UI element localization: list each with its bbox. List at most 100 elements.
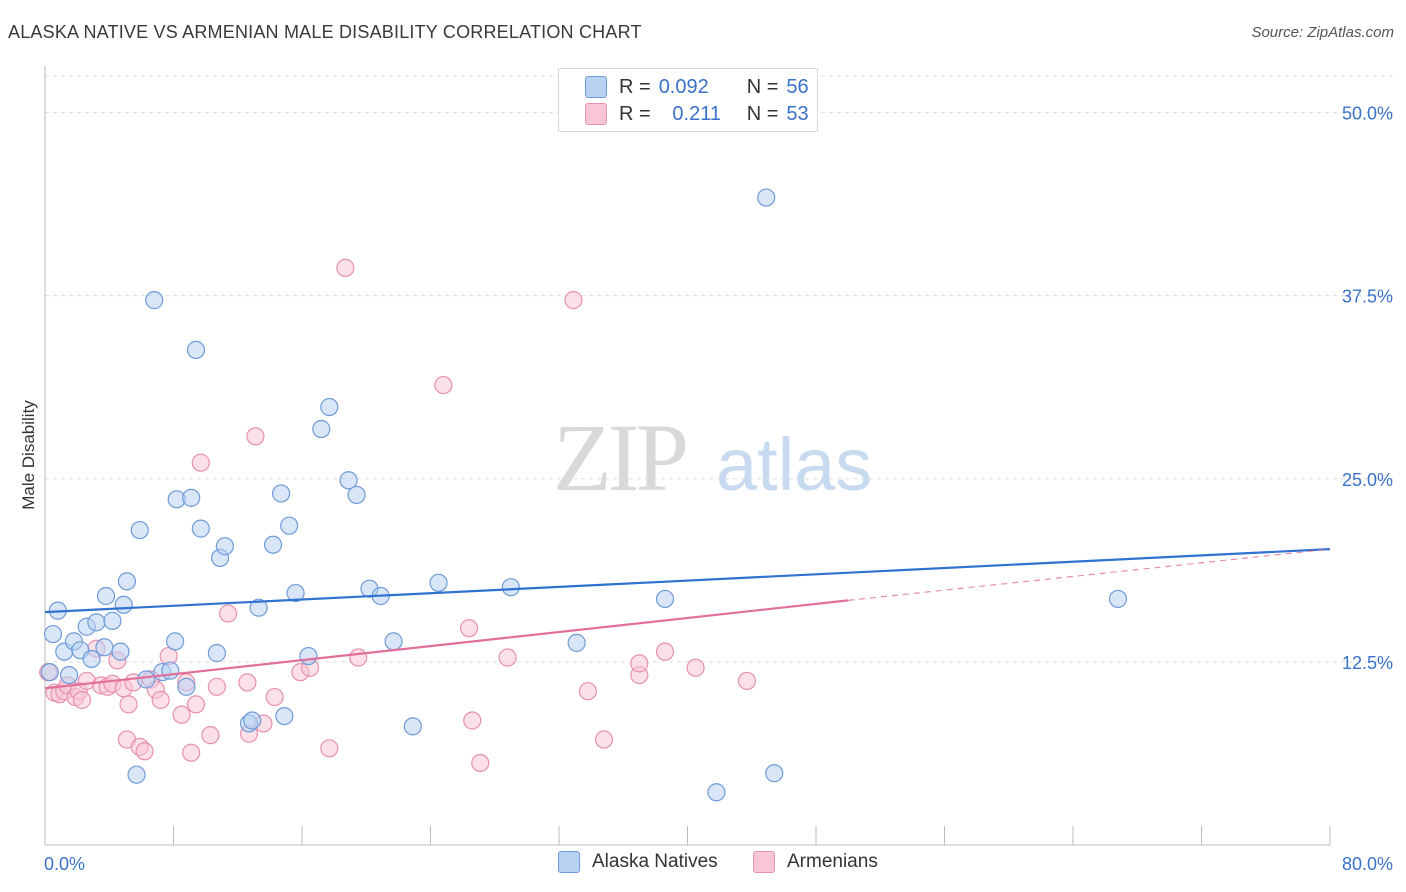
- alaska-point: [87, 613, 106, 632]
- armenian-point: [119, 695, 138, 714]
- alaska-point: [567, 633, 586, 652]
- legend-label: Alaska Natives: [592, 851, 718, 872]
- armenian-trend-line: [44, 599, 849, 690]
- chart-title: ALASKA NATIVE VS ARMENIAN MALE DISABILIT…: [8, 22, 642, 42]
- alaska-point: [320, 397, 339, 417]
- alaska-point: [117, 572, 137, 591]
- alaska-point: [191, 519, 210, 538]
- alaska-point: [312, 419, 331, 439]
- armenian-point: [434, 375, 453, 395]
- alaska-point: [429, 573, 448, 592]
- trend-lines: [44, 548, 1331, 690]
- alaska-point: [161, 661, 180, 680]
- axis-labels: 12.5% 25.0% 37.5% 50.0% 0.0% 80.0% Male Disabi…: [19, 104, 1393, 874]
- y-axis-title: Male Disability: [19, 400, 38, 510]
- grid-lines: [45, 75, 1394, 663]
- armenian-point: [182, 743, 201, 762]
- alaska-point: [384, 632, 403, 651]
- armenian-point: [201, 726, 220, 745]
- alaska-point: [707, 783, 726, 802]
- alaska-point: [114, 595, 133, 614]
- armenian-point: [578, 682, 598, 701]
- armenian-point: [655, 642, 675, 661]
- armenian-point: [471, 753, 490, 773]
- r-label: R =: [619, 102, 651, 125]
- watermark-zip: ZIP: [553, 404, 686, 511]
- armenian-point: [172, 705, 191, 724]
- alaska-point: [765, 764, 784, 783]
- alaska-swatch: [558, 851, 580, 873]
- armenian-point: [336, 258, 355, 277]
- y-tick-label: 37.5%: [1342, 287, 1393, 307]
- alaska-trend-line: [44, 548, 1331, 614]
- alaska-point: [137, 670, 156, 689]
- alaska-point: [96, 586, 116, 606]
- armenian-point: [219, 604, 238, 623]
- y-tick-label: 12.5%: [1342, 653, 1393, 673]
- alaska-point: [59, 665, 79, 685]
- n-label: N =: [746, 102, 779, 125]
- armenian-point: [265, 687, 284, 707]
- alaska-point: [403, 717, 422, 736]
- armenian-point: [737, 671, 757, 691]
- alaska-point: [43, 624, 63, 644]
- armenian-point: [630, 654, 649, 673]
- alaska-point: [82, 649, 101, 669]
- legend-item-alaska-natives[interactable]: Alaska Natives: [558, 851, 718, 873]
- armenian-point: [463, 711, 482, 730]
- alaska-point: [655, 589, 675, 609]
- legend-label: Armenians: [787, 851, 878, 872]
- alaska-point: [215, 537, 234, 556]
- axes: [44, 66, 1331, 846]
- armenian-point: [246, 427, 265, 446]
- alaska-point: [40, 663, 59, 682]
- legend-item-armenians[interactable]: Armenians: [753, 851, 878, 873]
- alaska-point: [177, 677, 196, 696]
- y-tick-label: 25.0%: [1342, 470, 1393, 490]
- armenian-point: [594, 730, 614, 749]
- legend-row-armenian: R = 0.211 N = 53: [585, 101, 809, 127]
- alaska-point: [186, 340, 206, 360]
- armenian-point: [151, 690, 170, 710]
- alaska-point: [1108, 589, 1128, 609]
- alaska-point: [182, 488, 201, 507]
- data-points: [39, 188, 1128, 802]
- n-label: N =: [746, 75, 779, 98]
- alaska-point: [207, 644, 226, 663]
- y-tick-label: 50.0%: [1342, 104, 1393, 124]
- r-value: 0.092: [658, 75, 709, 98]
- armenian-point: [207, 677, 226, 696]
- n-value: 53: [786, 102, 809, 125]
- armenian-point: [686, 658, 705, 677]
- watermark-atlas: atlas: [716, 423, 872, 506]
- alaska-point: [103, 611, 122, 630]
- alaska-point: [299, 646, 318, 666]
- alaska-point: [145, 291, 164, 310]
- armenian-point: [564, 291, 583, 310]
- alaska-point: [272, 484, 291, 503]
- alaska-point: [127, 765, 146, 784]
- armenian-point: [320, 739, 339, 758]
- armenian-swatch: [585, 103, 607, 125]
- alaska-point: [166, 632, 185, 651]
- alaska-point: [275, 707, 294, 726]
- alaska-point: [286, 583, 305, 603]
- armenian-point: [459, 619, 479, 638]
- armenian-point: [135, 742, 154, 761]
- alaska-point: [757, 188, 776, 207]
- alaska-point: [130, 520, 149, 540]
- alaska-point: [111, 642, 130, 661]
- legend-row-alaska: R = 0.092 N = 56: [585, 74, 809, 100]
- armenian-point: [191, 453, 210, 472]
- source-credit: Source: ZipAtlas.com: [1251, 24, 1394, 41]
- armenian-swatch: [753, 851, 775, 873]
- r-value: 0.211: [672, 102, 721, 125]
- alaska-swatch: [585, 76, 607, 98]
- correlation-legend: R = 0.092 N = 56 R = 0.211 N = 53: [558, 68, 818, 132]
- alaska-point: [339, 471, 358, 490]
- alaska-point: [280, 516, 299, 535]
- armenian-point: [238, 673, 257, 692]
- armenian-point: [186, 695, 206, 714]
- armenian-trend-extension: [848, 548, 1331, 601]
- alaska-point: [347, 485, 366, 505]
